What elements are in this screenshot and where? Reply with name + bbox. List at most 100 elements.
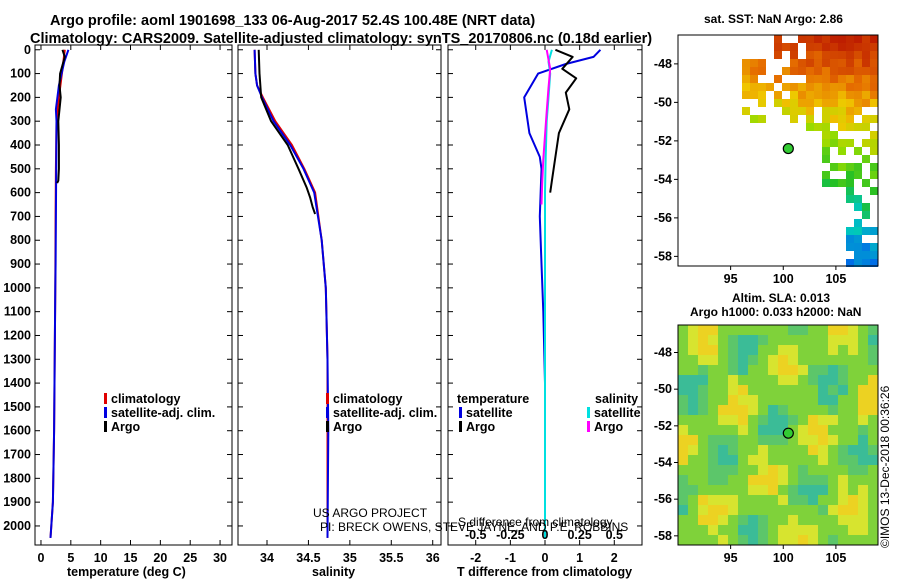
sst-pixel — [814, 35, 822, 43]
sst-pixel — [806, 67, 814, 75]
sla-pixel — [758, 475, 768, 485]
sst-pixel — [846, 107, 854, 115]
sla-pixel — [718, 405, 728, 415]
sst-pixel — [854, 107, 862, 115]
sst-pixel — [854, 235, 862, 243]
sst-pixel — [758, 115, 766, 123]
sst-pixel — [822, 51, 830, 59]
sla-pixel — [728, 505, 738, 515]
legend-swatch — [326, 393, 329, 404]
sla-pixel — [818, 485, 828, 495]
sla-pixel — [678, 385, 688, 395]
sst-pixel — [742, 91, 750, 99]
sst-pixel — [862, 115, 870, 123]
sla-pixel — [808, 415, 818, 425]
sla-pixel — [838, 455, 848, 465]
sla-pixel — [858, 405, 868, 415]
sla-pixel — [678, 475, 688, 485]
sla-pixel — [858, 415, 868, 425]
sla-pixel — [768, 415, 778, 425]
sst-pixel — [870, 171, 878, 179]
sst-pixel — [758, 99, 766, 107]
sst-pixel — [822, 139, 830, 147]
sla-pixel — [738, 345, 748, 355]
sst-pixel — [846, 195, 854, 203]
sst-pixel — [846, 179, 854, 187]
sla-pixel — [698, 375, 708, 385]
map-x-tick-label: 95 — [724, 551, 738, 565]
sla-pixel — [808, 365, 818, 375]
sla-pixel — [798, 435, 808, 445]
sst-pixel — [822, 179, 830, 187]
sla-pixel — [718, 495, 728, 505]
sst-pixel — [854, 99, 862, 107]
legend-label: satellite-adj. clim. — [333, 406, 437, 420]
sla-pixel — [858, 445, 868, 455]
sst-pixel — [854, 227, 862, 235]
sla-pixel — [698, 325, 708, 335]
sst-pixel — [838, 139, 846, 147]
sla-pixel — [858, 525, 868, 535]
sst-map-title: sat. SST: NaN Argo: 2.86 — [704, 12, 843, 26]
sla-pixel — [808, 475, 818, 485]
sla-pixel — [848, 505, 858, 515]
y-tick-label: 300 — [10, 114, 31, 128]
sst-pixel — [830, 91, 838, 99]
sla-pixel — [768, 365, 778, 375]
sst-pixel — [814, 75, 822, 83]
salinity-panel: 34 34.5 35 35.5 36 — [237, 44, 442, 565]
sst-pixel — [758, 91, 766, 99]
sst-pixel — [870, 83, 878, 91]
sst-pixel — [862, 251, 870, 259]
sla-pixel — [858, 455, 868, 465]
sla-pixel — [868, 375, 878, 385]
salinity-axis-label: salinity — [312, 565, 355, 579]
x2-tick-label: 0.25 — [567, 528, 591, 542]
sla-pixel — [748, 335, 758, 345]
legend-title-temperature: temperature — [457, 392, 529, 406]
sla-pixel — [758, 515, 768, 525]
sst-pixel — [806, 43, 814, 51]
sst-pixel — [822, 83, 830, 91]
difference-axis-label: T difference from climatology — [457, 565, 632, 579]
sst-pixel — [830, 51, 838, 59]
sst-pixel — [814, 59, 822, 67]
sst-map: -48 -50 -52 -54 -56 -58 95 100 105 — [654, 34, 879, 286]
sla-pixel — [688, 485, 698, 495]
sla-pixels — [678, 325, 878, 545]
sla-pixel — [718, 515, 728, 525]
sst-pixel — [846, 99, 854, 107]
map-y-tick-label: -52 — [654, 134, 672, 148]
sla-pixel — [708, 325, 718, 335]
sla-pixel — [678, 425, 688, 435]
y-tick-label: 1300 — [3, 352, 31, 366]
sla-pixel — [738, 415, 748, 425]
sst-pixel — [838, 75, 846, 83]
sla-pixel — [738, 405, 748, 415]
y-tick-label: 1000 — [3, 281, 31, 295]
sst-pixel — [750, 75, 758, 83]
sla-pixel — [778, 465, 788, 475]
sla-pixel — [858, 435, 868, 445]
sla-pixel — [748, 485, 758, 495]
sst-pixel — [774, 51, 782, 59]
sst-pixel — [870, 131, 878, 139]
legend-swatch — [104, 421, 107, 432]
sst-pixel — [758, 67, 766, 75]
sst-pixel — [862, 59, 870, 67]
sst-pixel — [862, 43, 870, 51]
sla-pixel — [788, 515, 798, 525]
sst-pixel — [854, 203, 862, 211]
sla-pixel — [728, 375, 738, 385]
sst-pixel — [862, 123, 870, 131]
sla-pixel — [768, 435, 778, 445]
sst-pixel — [790, 83, 798, 91]
sst-pixel — [822, 91, 830, 99]
sst-pixel — [814, 99, 822, 107]
sla-pixel — [828, 325, 838, 335]
sla-pixel — [708, 525, 718, 535]
sst-pixel — [854, 35, 862, 43]
sla-pixel — [818, 365, 828, 375]
legend-label: satellite — [466, 406, 513, 420]
